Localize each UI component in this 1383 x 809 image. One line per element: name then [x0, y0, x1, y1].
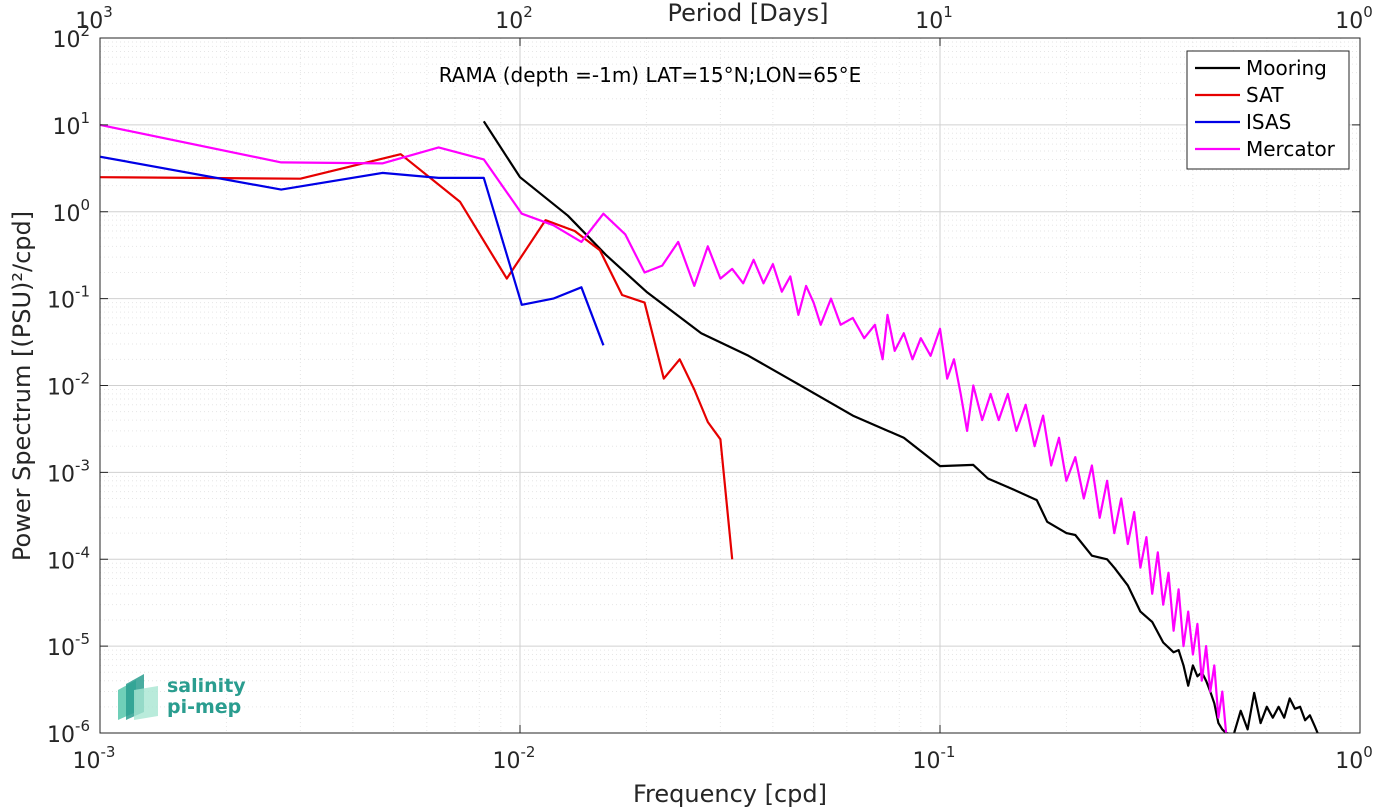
x-tick-label: 10-2 [493, 743, 536, 774]
y-tick-label: 10-3 [47, 456, 90, 487]
x-tick-label: 10-3 [73, 743, 116, 774]
x2-tick-label: 102 [495, 3, 533, 34]
y-tick-label: 100 [52, 196, 90, 227]
y-tick-label: 10-6 [47, 717, 90, 748]
y-tick-label: 101 [52, 109, 90, 140]
legend-label-isas: ISAS [1246, 110, 1291, 134]
legend: Mooring SAT ISAS Mercator [1186, 50, 1350, 170]
y-tick-label: 10-1 [47, 283, 90, 314]
logo-text-salinity: salinity [167, 675, 246, 697]
grid [99, 38, 1360, 734]
x-tick-label: 100 [1335, 743, 1373, 774]
y-tick-label: 10-5 [47, 630, 90, 661]
legend-label-sat: SAT [1246, 83, 1284, 107]
chart-title: RAMA (depth =-1m) LAT=15°N;LON=65°E [439, 63, 862, 87]
x-tick-label: 10-1 [913, 743, 956, 774]
x-axis-label: Frequency [cpd] [633, 780, 827, 808]
y-tick-label: 10-4 [47, 543, 90, 574]
legend-label-mooring: Mooring [1246, 56, 1327, 80]
series-line-isas [100, 155, 605, 346]
series-line-mooring [482, 120, 1319, 733]
y-tick-label: 10-2 [47, 370, 90, 401]
x2-axis-label: Period [Days] [667, 0, 828, 27]
series-line-mercator [100, 123, 1228, 733]
logo-wave-icon-3 [134, 686, 158, 720]
x2-tick-label: 100 [1335, 3, 1373, 34]
x2-tick-label: 101 [915, 3, 953, 34]
series-layer [100, 120, 1319, 733]
logo-text-pimep: pi-mep [167, 696, 241, 718]
legend-label-mercator: Mercator [1246, 137, 1336, 161]
y-axis-label: Power Spectrum [(PSU)²/cpd] [8, 211, 36, 561]
y-tick-label: 102 [52, 22, 90, 53]
x2-tick-label: 103 [75, 3, 113, 34]
salinity-pi-mep-logo: salinity pi-mep [118, 674, 246, 720]
